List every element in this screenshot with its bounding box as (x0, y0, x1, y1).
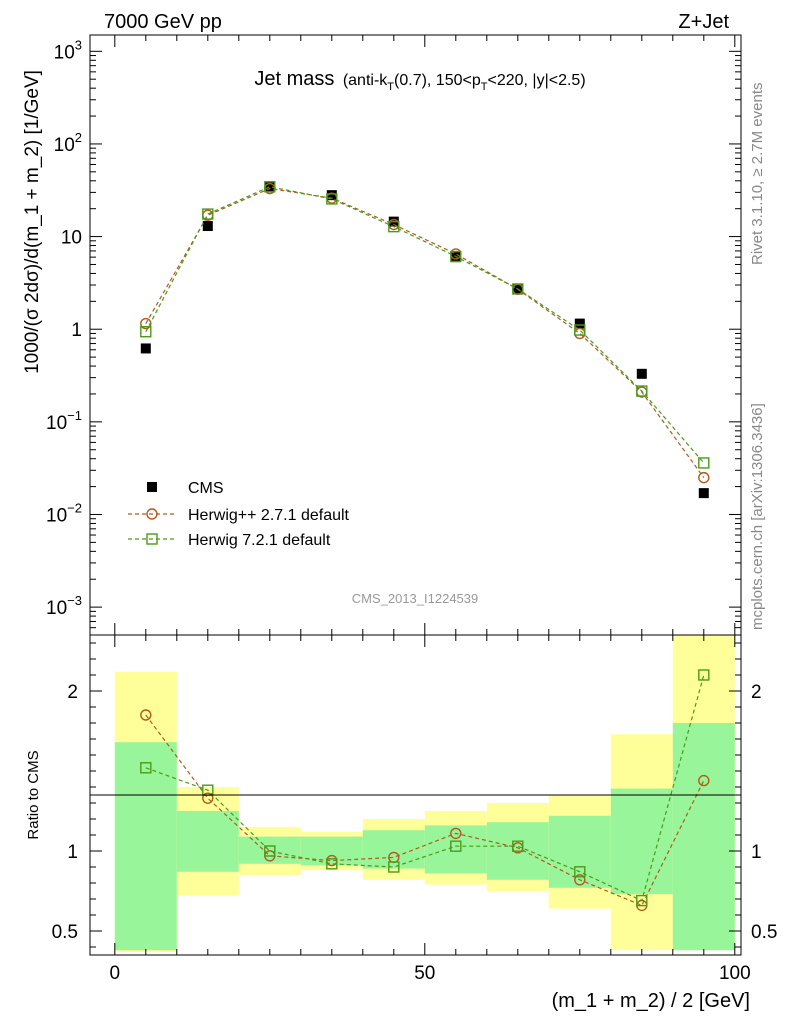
main-y-tick-label: 102 (54, 130, 82, 156)
data-point-cms (140, 343, 151, 354)
ratio-series-group (140, 669, 710, 912)
series-line-herwig-2-7-1-default (145, 187, 705, 478)
ratio-y-tick-label-right: 0.5 (751, 922, 777, 943)
header-right: Z+Jet (678, 11, 729, 33)
main-y-tick-label: 10−3 (46, 593, 82, 619)
data-point-herwig-7-2-1-default (202, 208, 214, 220)
data-point-herwig-2-7-1-default (698, 471, 710, 484)
ratio-point-herwig-7-2-1-default (698, 669, 710, 681)
main-ylabel: 1000/(σ 2dσ)/d(m_1 + m_2) [1/GeV] (22, 70, 43, 374)
legend-label-cms: CMS (188, 480, 224, 497)
data-point-cms (574, 318, 585, 329)
legend-label-herwig-2-7-1-default: Herwig++ 2.7.1 default (188, 507, 350, 524)
header-left: 7000 GeV pp (104, 11, 222, 33)
xlabel: (m_1 + m_2) / 2 [GeV] (552, 990, 750, 1012)
ratio-point-herwig-2-7-1-default (140, 709, 152, 721)
main-y-tick-label: 10 (61, 228, 82, 249)
main-series-group (140, 181, 710, 499)
ratio-point-herwig-2-7-1-default (698, 774, 710, 787)
ratio-y-tick-label-left: 2 (67, 682, 78, 703)
analysis-label: CMS_2013_I1224539 (352, 591, 479, 606)
ratio-ylabel: Ratio to CMS (25, 750, 42, 839)
legend-marker-herwig-2-7-1-default (146, 508, 158, 520)
main-y-tick-label: 10−1 (46, 408, 82, 434)
series-line-herwig-7-2-1-default (145, 186, 705, 464)
data-point-herwig-7-2-1-default (574, 324, 586, 336)
data-point-cms (698, 488, 709, 499)
ratio-y-tick-label-right: 2 (751, 682, 762, 703)
ratio-point-herwig-7-2-1-default (140, 762, 152, 774)
data-point-herwig-7-2-1-default (512, 283, 524, 295)
main-y-tick-label: 103 (54, 37, 82, 63)
rivet-label: Rivet 3.1.10, ≥ 2.7M events (749, 83, 766, 266)
green-band-bin (610, 788, 673, 895)
ratio-point-herwig-7-2-1-default (574, 866, 586, 878)
green-band-bin (672, 723, 735, 951)
data-point-herwig-7-2-1-default (388, 220, 400, 233)
data-point-cms (264, 182, 275, 193)
data-point-cms (326, 190, 337, 201)
ratio-y-tick-label-right: 1 (751, 842, 762, 863)
ratio-point-herwig-2-7-1-default (202, 792, 214, 804)
ratio-point-herwig-7-2-1-default (326, 858, 338, 870)
green-band-bin (114, 742, 177, 951)
x-tick-label: 100 (719, 963, 751, 984)
legend-label-herwig-7-2-1-default: Herwig 7.2.1 default (188, 532, 331, 549)
green-band-bin (548, 815, 611, 888)
plot-title: Jet mass (anti-kT(0.7), 150<pT<220, |y|<… (254, 68, 585, 93)
legend: CMS Herwig++ 2.7.1 default Herwig 7.2.1 de… (128, 480, 350, 549)
green-band-bin (424, 825, 487, 874)
mcplots-label: mcplots.cern.ch [arXiv:1306.3436] (749, 403, 766, 630)
ratio-point-herwig-2-7-1-default (574, 874, 586, 886)
data-point-herwig-2-7-1-default (140, 317, 152, 330)
green-band-bin (176, 811, 239, 872)
green-band-bin (300, 836, 363, 866)
ratio-point-herwig-2-7-1-default (450, 827, 462, 840)
data-point-cms (636, 368, 647, 379)
x-tick-label: 50 (414, 963, 435, 984)
ratio-line-herwig-7-2-1-default (145, 674, 705, 902)
data-point-herwig-7-2-1-default (140, 326, 152, 338)
data-point-herwig-7-2-1-default (636, 385, 648, 397)
data-point-herwig-7-2-1-default (698, 457, 710, 469)
legend-marker-herwig-7-2-1-default (146, 533, 158, 545)
data-point-herwig-7-2-1-default (326, 193, 338, 205)
data-point-cms (202, 221, 213, 232)
x-tick-label: 0 (110, 963, 121, 984)
plot-title-detail: (anti-kT(0.7), 150<pT<220, |y|<2.5) (343, 72, 586, 93)
ratio-y-tick-label-left: 1 (67, 842, 78, 863)
ratio-point-herwig-7-2-1-default (388, 861, 400, 873)
ratio-point-herwig-7-2-1-default (512, 840, 524, 852)
ratio-point-herwig-7-2-1-default (636, 894, 648, 907)
ratio-point-herwig-7-2-1-default (450, 840, 462, 852)
ratio-y-tick-label-left: 0.5 (52, 922, 78, 943)
legend-marker-cms (147, 482, 157, 492)
main-y-tick-label: 10−2 (46, 500, 82, 526)
data-point-herwig-7-2-1-default (264, 181, 276, 193)
ratio-axis-ticks: 0.5 0.5 1 1 2 2 0 50 100 (52, 635, 777, 984)
plot-title-main: Jet mass (254, 68, 334, 90)
data-point-herwig-7-2-1-default (450, 250, 462, 263)
ratio-point-herwig-7-2-1-default (264, 845, 276, 857)
ratio-line-herwig-2-7-1-default (145, 714, 705, 907)
ratio-uncertainty-bands (114, 635, 735, 952)
main-y-tick-label: 1 (71, 320, 82, 341)
